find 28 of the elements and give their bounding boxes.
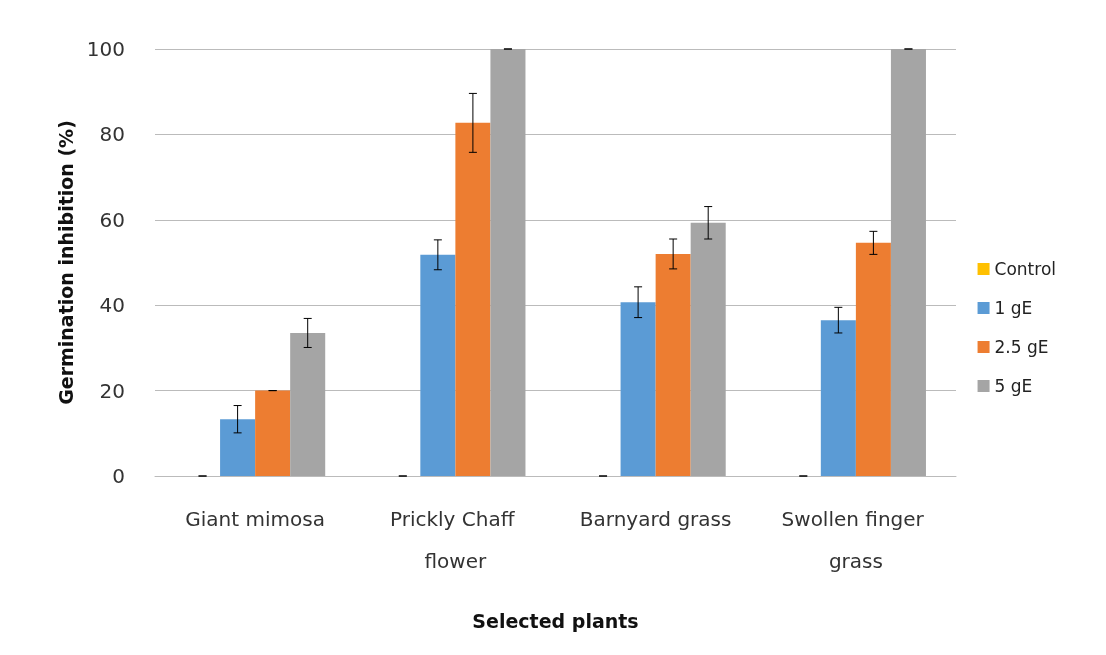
legend-label: Control [994, 259, 1056, 279]
y-tick-label: 60 [99, 207, 125, 232]
bar [655, 253, 691, 476]
y-tick-label: 40 [99, 293, 125, 318]
bar [455, 122, 491, 476]
bar [255, 390, 291, 476]
y-tick-label: 80 [99, 122, 125, 147]
y-axis-title: Germination inhibition (%) [54, 120, 77, 405]
bar [420, 254, 456, 476]
x-tick-label: Prickly Chaff flower [389, 507, 521, 573]
bar [490, 49, 526, 476]
bar [220, 419, 256, 476]
legend-label: 1 gE [994, 298, 1033, 318]
x-tick-label: Giant mimosa [185, 507, 325, 531]
y-tick-label: 20 [99, 378, 125, 403]
bar [855, 242, 891, 476]
bar [290, 332, 326, 476]
legend-label: 2.5 gE [994, 337, 1049, 357]
bar [890, 49, 926, 476]
x-tick-label: Swollen finger grass [781, 507, 931, 573]
bar [620, 302, 656, 476]
x-tick-label: Barnyard grass [579, 507, 732, 531]
legend-label: 5 gE [994, 376, 1033, 396]
y-tick-label: 100 [86, 37, 125, 61]
bar [690, 222, 726, 476]
y-tick-label: 0 [112, 464, 125, 488]
bar [820, 320, 856, 476]
x-axis-title: Selected plants [472, 609, 639, 632]
